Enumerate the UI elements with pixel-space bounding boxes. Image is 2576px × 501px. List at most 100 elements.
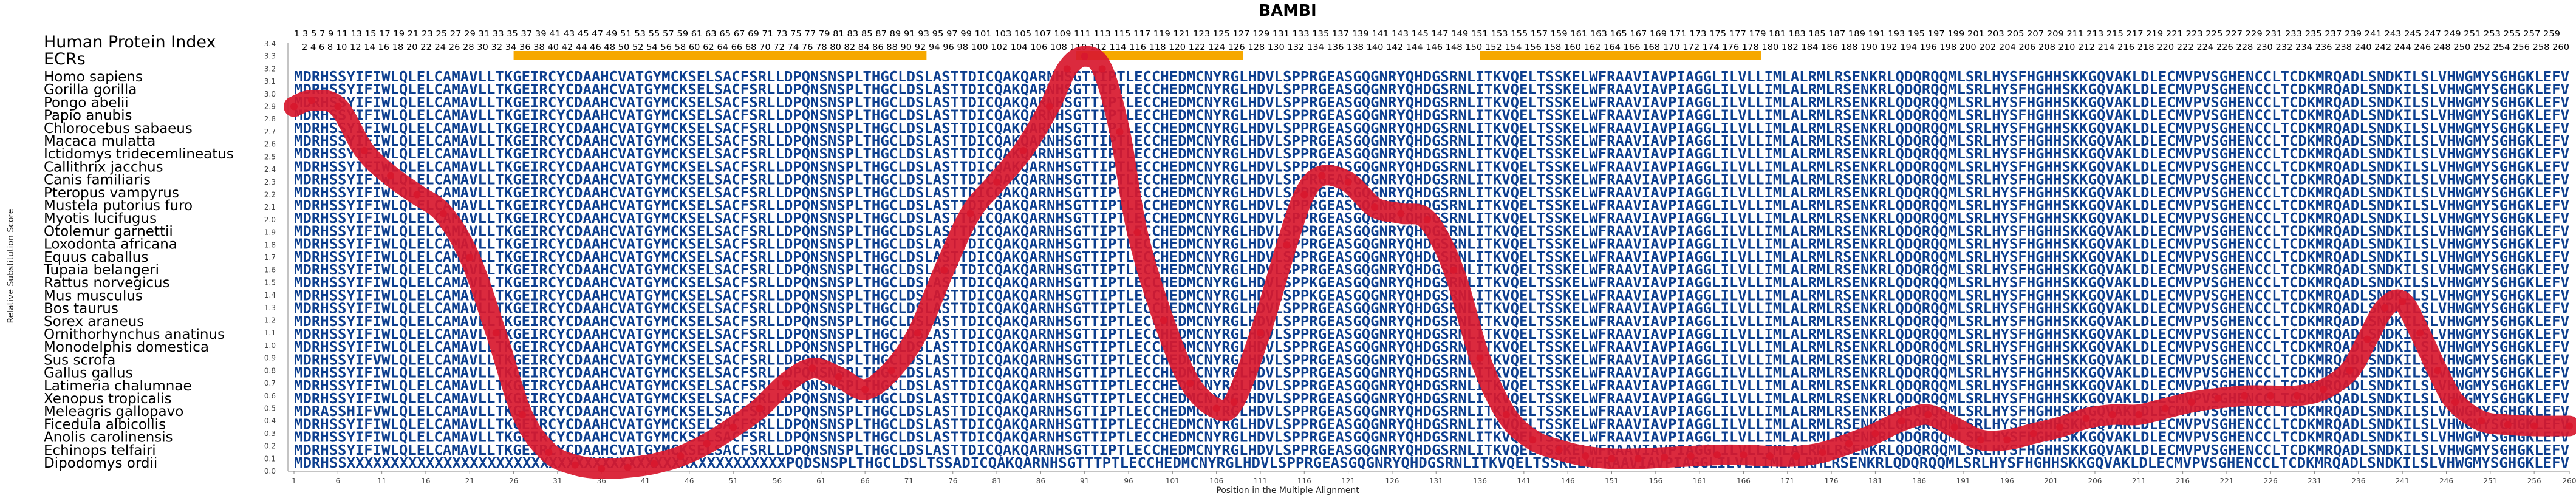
ecrs-label: ECRs: [44, 50, 86, 69]
x-tick-label: 196: [2000, 477, 2014, 485]
species-name: Xenopus tropicalis: [44, 391, 172, 407]
score-point: [2135, 411, 2143, 418]
ecr-region: [1076, 51, 1243, 60]
x-tick-label: 211: [2132, 477, 2146, 485]
x-tick-label: 121: [1341, 477, 1355, 485]
species-name: Mus musculus: [44, 288, 143, 304]
species-name: Loxodonta africana: [44, 237, 177, 253]
score-point: [808, 364, 816, 372]
species-sequence: MDRHSSYIFIWLQLELCAMAVLLTKGEIRCYCDAAHCVAT…: [294, 108, 2569, 124]
x-tick-label: 81: [992, 477, 1001, 485]
species-sequence: MDRHSSYIFIWLQLELCAMAVLLTKGEIRCYCDAAHCVAT…: [294, 82, 2569, 98]
x-tick-label: 126: [1385, 477, 1399, 485]
species-sequence: MDRHSSYIFIWLQLELCAMAVLLTKGEIRCYCDAAHCVAT…: [294, 121, 2569, 137]
y-tick-label: 1.1: [264, 329, 276, 337]
score-point: [703, 440, 711, 448]
score-point: [2478, 417, 2485, 425]
species-name: Myotis lucifugus: [44, 211, 157, 227]
score-point: [466, 254, 474, 261]
x-tick-label: 71: [904, 477, 914, 485]
y-tick-label: 3.3: [264, 52, 276, 61]
species-name: Ictidomys tridecemlineatus: [44, 146, 234, 162]
ecr-bars: [513, 51, 1761, 60]
y-tick-label: 0.8: [264, 366, 276, 375]
score-point: [1212, 404, 1220, 412]
y-tick-label: 0.7: [264, 379, 276, 387]
score-point: [1502, 411, 1510, 418]
species-sequence: MDRHSSYIFIWLQLELCAMAVLLTKGEIRCYCDAAHCVAT…: [294, 69, 2569, 85]
y-tick-label: 2.9: [264, 103, 276, 111]
x-tick-label: 31: [553, 477, 562, 485]
species-name: Sorex araneus: [44, 314, 144, 330]
species-name: Pteropus vampyrus: [44, 185, 179, 201]
species-name: Rattus norvegicus: [44, 275, 170, 291]
y-axis-label: Relative Substitution Score: [6, 208, 16, 323]
human-protein-index-label: Human Protein Index: [44, 33, 216, 52]
x-tick-label: 61: [816, 477, 825, 485]
y-tick-label: 1.8: [264, 240, 276, 249]
score-point: [1555, 446, 1563, 454]
y-tick-label: 0.5: [264, 404, 276, 412]
score-point: [1740, 451, 1748, 459]
score-point: [1019, 147, 1027, 154]
x-tick-label: 201: [2044, 477, 2058, 485]
score-point: [2504, 421, 2512, 429]
score-point: [1898, 417, 1905, 425]
x-tick-label: 111: [1254, 477, 1268, 485]
species-sequence: MDRHSSYIFIWLQLELCAMAVLLTKGEIRCYCDAAHCVAT…: [294, 366, 2569, 381]
score-point: [2434, 367, 2442, 375]
score-point: [1318, 172, 1326, 180]
x-tick-label: 26: [509, 477, 518, 485]
score-point: [2056, 423, 2064, 431]
y-tick-label: 3.1: [264, 77, 276, 86]
species-name: Ornithorhynchus anatinus: [44, 327, 225, 343]
species-name: Dipodomys ordii: [44, 455, 157, 471]
species-name: Anolis carolinensis: [44, 430, 173, 446]
score-point: [1063, 65, 1071, 73]
y-tick-label: 0.2: [264, 442, 276, 451]
species-name: Sus scrofa: [44, 352, 115, 368]
score-point: [729, 423, 737, 431]
y-tick-label: 2.8: [264, 115, 276, 123]
score-point: [439, 210, 447, 217]
score-point: [2566, 422, 2573, 430]
score-point: [2082, 415, 2090, 423]
x-tick-label: 16: [421, 477, 430, 485]
x-tick-label: 56: [773, 477, 782, 485]
score-point: [887, 367, 895, 375]
x-tick-label: 191: [1956, 477, 1970, 485]
x-tick-label: 226: [2264, 477, 2278, 485]
species-name: Mustela putorius furo: [44, 198, 193, 214]
species-name: Monodelphis domestica: [44, 339, 209, 355]
score-point: [861, 386, 869, 394]
score-point: [1950, 423, 1958, 431]
x-tick-label: 181: [1868, 477, 1882, 485]
score-point: [835, 373, 842, 381]
x-tick-label: 66: [860, 477, 869, 485]
score-point: [2399, 298, 2407, 305]
y-tick-label: 1.5: [264, 278, 276, 287]
score-point: [1634, 455, 1642, 463]
score-point: [1661, 454, 1669, 462]
x-tick-label: 231: [2308, 477, 2321, 485]
score-point: [650, 460, 658, 468]
x-tick-label: 241: [2396, 477, 2410, 485]
x-tick-label: 151: [1605, 477, 1619, 485]
score-point: [2267, 392, 2275, 400]
y-tick-label: 2.2: [264, 190, 276, 199]
species-sequence: MDRHSSYIFIWLQLELCAMAVLLTKGEIRCYCDAAHCVAT…: [294, 134, 2569, 149]
x-tick-label: 91: [1080, 477, 1089, 485]
y-tick-label: 2.6: [264, 140, 276, 149]
y-tick-label: 1.7: [264, 253, 276, 262]
species-sequence: MDRHSSYIFIWLQLELCAMAVLLTKGEIRCYCDAAHCVAT…: [294, 95, 2569, 111]
y-tick-label: 2.1: [264, 203, 276, 211]
x-tick-label: 11: [377, 477, 386, 485]
species-sequence: MDRHSSYIFIWLQLELCAMAVLLTKGEIRCYCDAAHCVAT…: [294, 250, 2569, 265]
species-sequence: MDRHSSYIFIWLQLELCAMAVLLTKGEIRCYCDAAHCVAT…: [294, 339, 2569, 355]
species-name: Echinops telfairi: [44, 443, 156, 458]
chart-title: BAMBI: [1259, 2, 1316, 20]
index-row-odd: 1 3 5 7 9 11 13 15 17 19 21 23 25 27 29 …: [294, 30, 2560, 39]
x-tick-label: 116: [1297, 477, 1311, 485]
axes: 0.0 0.1 0.2 0.3 0.4 0.5 0.6 0.7 0.8 0.9 1.0 1.1 1.2 1…: [264, 39, 2576, 485]
